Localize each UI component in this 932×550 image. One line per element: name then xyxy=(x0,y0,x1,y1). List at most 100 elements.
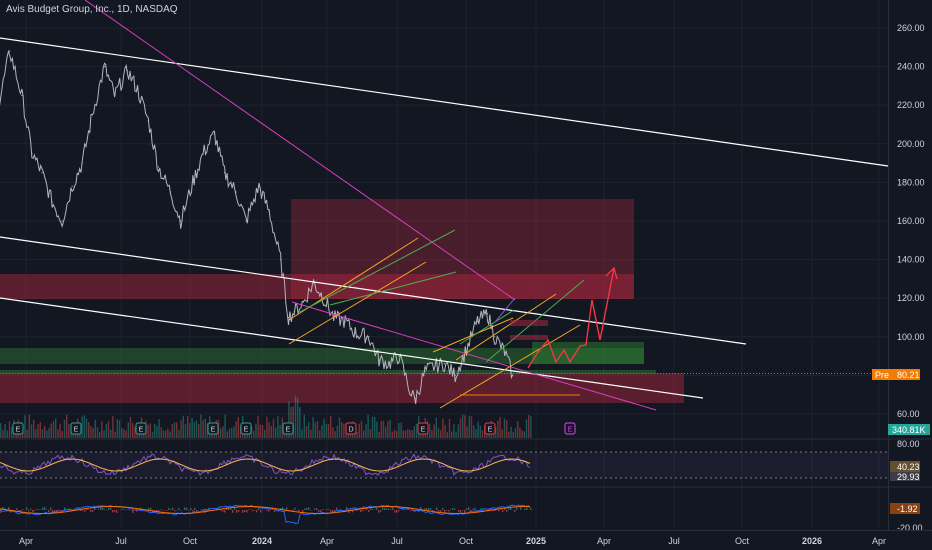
volume-bar xyxy=(85,418,88,438)
volume-bar xyxy=(503,418,506,438)
volume-bar xyxy=(301,429,303,438)
macd-histogram-bar xyxy=(424,508,426,510)
volume-bar xyxy=(191,417,193,438)
volume-bar xyxy=(114,431,116,438)
macd-histogram-bar xyxy=(192,510,194,511)
volume-bar xyxy=(151,431,154,438)
macd-histogram-bar xyxy=(338,510,340,513)
macd-histogram-bar xyxy=(256,510,258,513)
price-point xyxy=(434,365,436,367)
volume-bar xyxy=(510,426,512,438)
volume-bar xyxy=(393,429,396,438)
macd-histogram-bar xyxy=(242,510,244,513)
macd-histogram-bar xyxy=(258,507,260,510)
volume-bar xyxy=(121,427,123,438)
zone-small-2 xyxy=(510,335,548,340)
macd-histogram-bar xyxy=(184,507,186,510)
volume-bar xyxy=(0,423,2,438)
macd-histogram-bar xyxy=(524,508,526,510)
price-point xyxy=(415,397,417,400)
volume-bar xyxy=(455,431,457,438)
price-point xyxy=(293,311,295,313)
price-point xyxy=(103,66,106,68)
macd-histogram-bar xyxy=(322,509,324,510)
resistance-zone-band xyxy=(0,274,634,299)
volume-bar xyxy=(327,424,330,438)
price-point xyxy=(354,332,356,334)
macd-histogram-bar xyxy=(224,510,226,513)
price-point xyxy=(454,374,456,376)
event-marker-future-label: E xyxy=(568,427,573,434)
macd-histogram-bar xyxy=(352,510,354,513)
volume-bar xyxy=(44,425,46,438)
volume-bar xyxy=(162,430,165,438)
volume-bar xyxy=(46,430,48,438)
channel-green-2 xyxy=(329,271,457,306)
volume-bar xyxy=(336,425,338,438)
macd-histogram-bar xyxy=(188,510,190,511)
x-tick-label: Oct xyxy=(183,536,198,546)
macd-histogram-bar xyxy=(510,507,512,510)
macd-histogram-bar xyxy=(30,508,32,510)
event-marker-label: E xyxy=(488,427,493,434)
y-tick-label: 100.00 xyxy=(897,332,925,342)
event-marker xyxy=(282,422,294,435)
volume-bar xyxy=(270,425,272,438)
volume-bar xyxy=(129,416,132,438)
x-tick-label: Jul xyxy=(668,536,680,546)
macd-histogram-bar xyxy=(44,507,46,510)
volume-bar xyxy=(415,423,418,438)
price-point xyxy=(71,185,73,187)
macd-histogram-bar xyxy=(284,510,286,512)
volume-bar xyxy=(110,429,112,438)
macd-histogram-bar xyxy=(464,510,466,513)
volume-bar xyxy=(24,415,26,438)
volume-bar xyxy=(499,416,501,438)
volume-bar xyxy=(173,422,176,438)
macd-histogram-bar xyxy=(228,508,230,510)
price-axis: 60.00 80.00 100.00 120.00 140.00 160.00 180.00… xyxy=(888,0,925,533)
macd-histogram-bar xyxy=(380,510,382,512)
event-marker-label: E xyxy=(16,427,21,434)
macd-histogram-bar xyxy=(230,507,232,510)
last-price-label: 80.21 xyxy=(897,370,920,380)
rsi-ma-line xyxy=(0,458,531,472)
y-tick-label: 200.00 xyxy=(897,139,925,149)
y-tick-label: 140.00 xyxy=(897,255,925,265)
macd-histogram-bar xyxy=(506,510,508,513)
last-price-badge xyxy=(890,369,920,380)
volume-bar xyxy=(39,422,41,438)
projection-path xyxy=(527,267,615,369)
macd-histogram-bar xyxy=(150,507,152,510)
macd-histogram-bar xyxy=(16,508,18,510)
volume-bar xyxy=(433,424,435,438)
macd-histogram-bar xyxy=(378,510,380,513)
volume-bar xyxy=(514,427,517,438)
macd-histogram-bar xyxy=(308,507,310,510)
macd-histogram-bar xyxy=(298,510,300,512)
volume-bar xyxy=(233,426,235,438)
price-point xyxy=(235,191,237,193)
volume-bar xyxy=(52,421,55,438)
volume-bar xyxy=(338,417,341,438)
volume-bar xyxy=(508,431,510,438)
channel-orange-5 xyxy=(455,293,557,361)
volume-bar xyxy=(125,430,127,438)
macd-histogram-bar xyxy=(516,507,518,510)
macd-histogram-bar xyxy=(520,507,522,510)
volume-bar xyxy=(94,419,96,438)
macd-histogram-bar xyxy=(122,508,124,510)
macd-histogram-bar xyxy=(394,510,396,513)
event-marker-label: E xyxy=(286,427,291,434)
macd-histogram-bar xyxy=(494,510,496,512)
y-tick-label: 260.00 xyxy=(897,23,925,33)
price-point xyxy=(91,114,93,116)
volume-bar xyxy=(479,425,481,438)
macd-histogram-bar xyxy=(376,507,378,510)
time-axis: Apr Jul Oct 2024 Apr Jul Oct 2025 Apr Jul Oct 2026 A… xyxy=(0,530,932,546)
macd-histogram-bar xyxy=(38,509,40,510)
event-marker xyxy=(70,422,82,435)
price-point xyxy=(410,394,412,396)
rsi-pane xyxy=(0,438,932,479)
